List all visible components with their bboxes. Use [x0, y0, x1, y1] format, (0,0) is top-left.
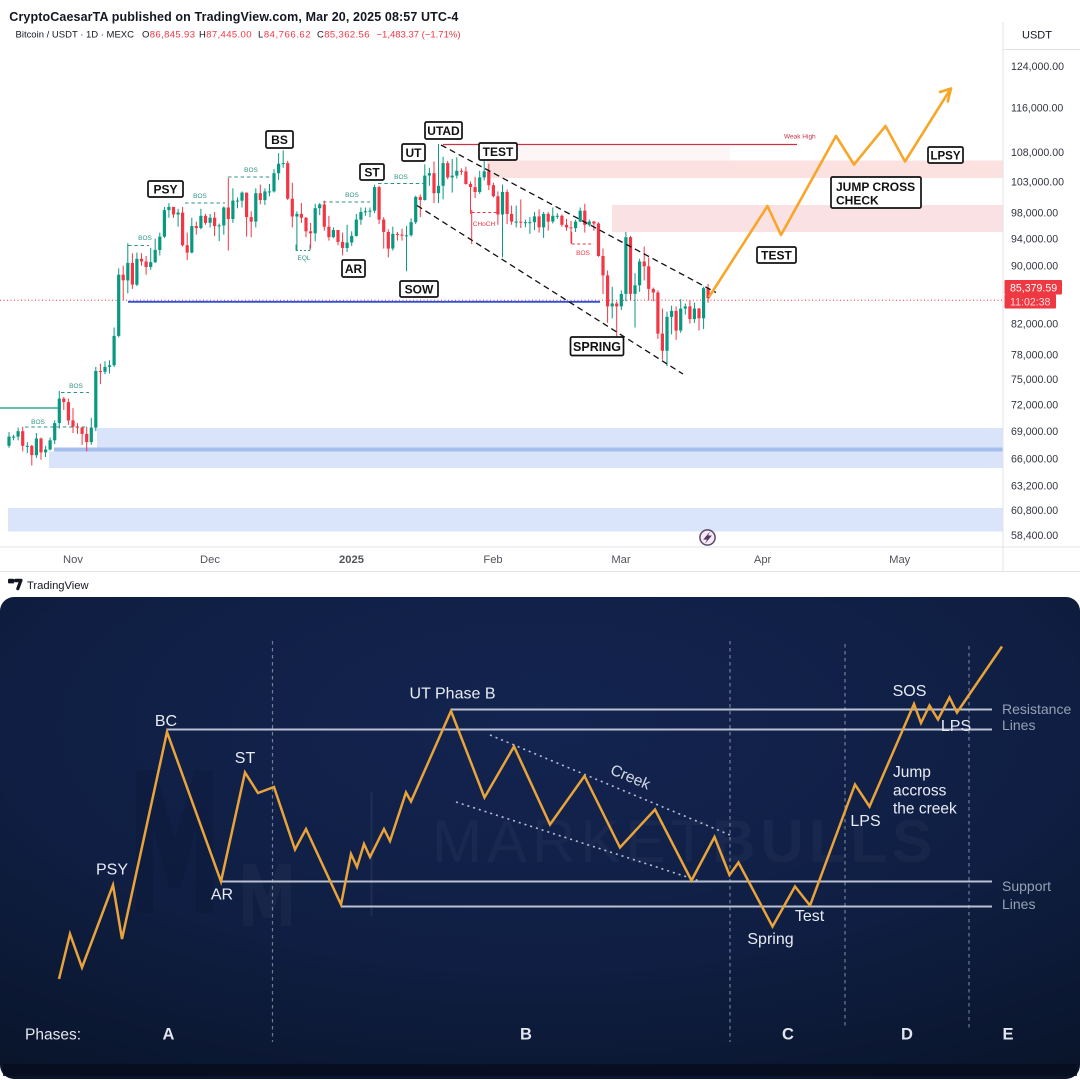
svg-text:AR: AR — [345, 262, 363, 276]
svg-text:98,000.00: 98,000.00 — [1011, 207, 1058, 219]
svg-text:Dec: Dec — [200, 554, 220, 566]
svg-text:BOS: BOS — [31, 419, 45, 426]
svg-text:ST: ST — [364, 165, 380, 179]
svg-text:72,000.00: 72,000.00 — [1011, 400, 1058, 412]
svg-text:JUMP CROSS: JUMP CROSS — [836, 180, 915, 194]
svg-text:TEST: TEST — [483, 145, 514, 159]
svg-text:78,000.00: 78,000.00 — [1011, 350, 1058, 362]
svg-text:Mar: Mar — [611, 554, 631, 566]
svg-text:116,000.00: 116,000.00 — [1011, 102, 1063, 114]
svg-text:Test: Test — [795, 908, 825, 925]
svg-text:Jump: Jump — [893, 764, 931, 781]
svg-text:BOS: BOS — [69, 383, 83, 390]
svg-text:B: B — [520, 1026, 532, 1044]
svg-text:BOS: BOS — [244, 167, 258, 174]
svg-text:H87,445.00: H87,445.00 — [199, 30, 252, 41]
svg-text:TradingView: TradingView — [27, 580, 89, 592]
svg-text:BOS: BOS — [394, 174, 408, 181]
svg-text:Phases:: Phases: — [25, 1027, 81, 1044]
svg-text:C85,362.56: C85,362.56 — [317, 30, 370, 41]
svg-text:BOS: BOS — [193, 193, 207, 200]
svg-text:D: D — [901, 1026, 913, 1044]
svg-text:TEST: TEST — [761, 248, 792, 262]
svg-text:the creek: the creek — [893, 801, 957, 818]
svg-text:SPRING: SPRING — [573, 340, 621, 354]
svg-text:2025: 2025 — [339, 554, 364, 566]
svg-text:LPS: LPS — [850, 813, 880, 830]
svg-text:Feb: Feb — [483, 554, 502, 566]
svg-text:82,000.00: 82,000.00 — [1011, 318, 1058, 330]
svg-text:CryptoCaesarTA published on Tr: CryptoCaesarTA published on TradingView.… — [9, 10, 458, 24]
svg-text:108,000.00: 108,000.00 — [1011, 147, 1064, 159]
svg-text:PSY: PSY — [96, 862, 128, 879]
svg-text:A: A — [163, 1026, 175, 1044]
svg-text:124,000.00: 124,000.00 — [1011, 61, 1064, 73]
svg-text:UT Phase B: UT Phase B — [410, 686, 496, 703]
svg-text:85,379.59: 85,379.59 — [1010, 283, 1057, 295]
svg-text:BC: BC — [155, 713, 177, 730]
svg-text:SOS: SOS — [893, 683, 927, 700]
svg-text:58,400.00: 58,400.00 — [1011, 530, 1058, 542]
svg-text:O86,845.93: O86,845.93 — [142, 30, 195, 41]
svg-text:C: C — [782, 1026, 794, 1044]
svg-text:USDT: USDT — [1022, 30, 1052, 42]
svg-text:BS: BS — [271, 133, 288, 147]
svg-text:LPS: LPS — [941, 718, 971, 735]
svg-text:Resistance: Resistance — [1002, 701, 1071, 717]
svg-text:11:02:38: 11:02:38 — [1010, 297, 1051, 309]
svg-text:Bitcoin / USDT · 1D · MEXC: Bitcoin / USDT · 1D · MEXC — [16, 30, 135, 41]
svg-text:E: E — [1002, 1026, 1013, 1044]
svg-text:BOS: BOS — [345, 192, 359, 199]
svg-text:CHoCH: CHoCH — [473, 221, 496, 228]
svg-text:75,000.00: 75,000.00 — [1011, 374, 1058, 386]
svg-text:Support: Support — [1002, 878, 1051, 894]
svg-text:ST: ST — [235, 750, 256, 767]
svg-text:UT: UT — [406, 146, 423, 160]
svg-text:66,000.00: 66,000.00 — [1011, 454, 1058, 466]
svg-text:CHECK: CHECK — [836, 194, 879, 208]
svg-text:BOS: BOS — [576, 250, 590, 257]
svg-text:63,200.00: 63,200.00 — [1011, 481, 1058, 493]
svg-text:−1,483.37 (−1.71%): −1,483.37 (−1.71%) — [377, 30, 461, 41]
svg-text:60,800.00: 60,800.00 — [1011, 505, 1058, 517]
svg-text:Apr: Apr — [754, 554, 772, 566]
svg-text:69,000.00: 69,000.00 — [1011, 426, 1058, 438]
svg-text:SOW: SOW — [405, 282, 434, 296]
svg-text:Nov: Nov — [63, 554, 83, 566]
svg-text:L84,766.62: L84,766.62 — [258, 30, 311, 41]
svg-text:LPSY: LPSY — [930, 150, 960, 162]
svg-text:Weak High: Weak High — [784, 134, 816, 141]
svg-text:94,000.00: 94,000.00 — [1011, 233, 1058, 245]
svg-text:accross: accross — [893, 783, 947, 800]
svg-text:Spring: Spring — [747, 931, 793, 948]
svg-text:103,000.00: 103,000.00 — [1011, 176, 1064, 188]
svg-text:AR: AR — [211, 887, 233, 904]
svg-text:UTAD: UTAD — [427, 124, 460, 138]
svg-text:Lines: Lines — [1002, 717, 1035, 733]
svg-text:BOS: BOS — [138, 235, 152, 242]
svg-text:PSY: PSY — [153, 182, 177, 196]
svg-text:EQL: EQL — [297, 255, 310, 262]
svg-text:90,000.00: 90,000.00 — [1011, 261, 1058, 273]
svg-text:May: May — [889, 554, 911, 566]
svg-text:Lines: Lines — [1002, 896, 1035, 912]
